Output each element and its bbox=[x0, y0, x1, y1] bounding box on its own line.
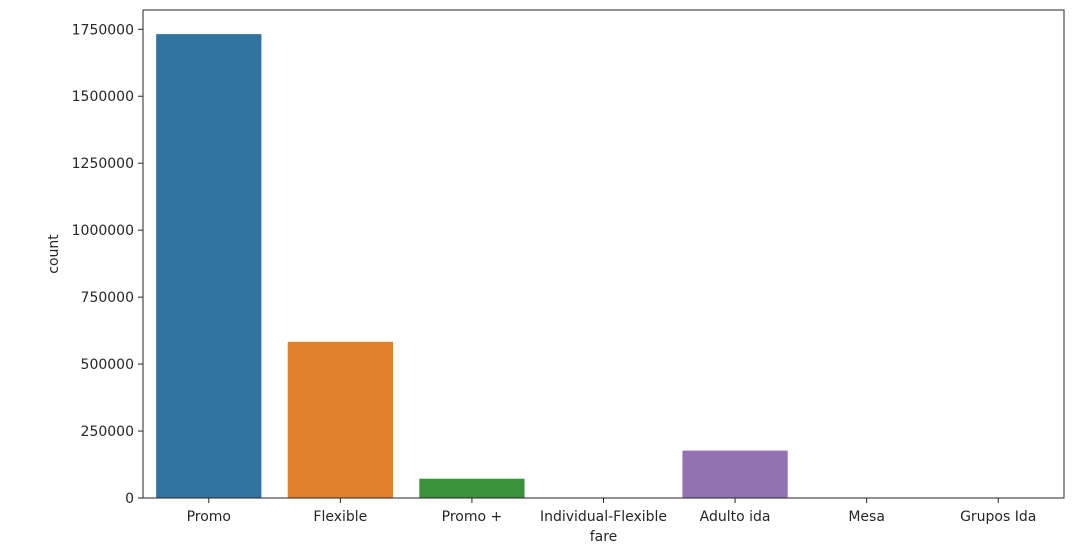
x-axis-title: fare bbox=[590, 529, 618, 545]
y-tick-label: 1750000 bbox=[72, 22, 134, 38]
y-tick-label: 250000 bbox=[81, 424, 134, 440]
x-tick-label-grupos-ida: Grupos Ida bbox=[960, 509, 1036, 525]
y-tick-label: 750000 bbox=[81, 290, 134, 306]
bar-promo bbox=[419, 478, 525, 498]
x-tick-label-flexible: Flexible bbox=[313, 509, 367, 525]
x-tick-label-mesa: Mesa bbox=[848, 509, 885, 525]
plot-frame bbox=[142, 9, 1065, 499]
x-tick-label-adulto-ida: Adulto ida bbox=[700, 509, 771, 525]
x-tick-label-promo: Promo bbox=[187, 509, 231, 525]
bar-adulto-ida bbox=[682, 450, 788, 498]
y-tick-label: 0 bbox=[125, 491, 134, 507]
bars-layer bbox=[156, 34, 788, 499]
x-tick-label-promo: Promo + bbox=[442, 509, 503, 525]
y-tick-label: 1000000 bbox=[72, 223, 134, 239]
y-tick-label: 1500000 bbox=[72, 89, 134, 105]
y-axis-title: count bbox=[46, 234, 62, 274]
x-tick-label-individual-flexible: Individual-Flexible bbox=[540, 509, 667, 525]
y-tick-label: 1250000 bbox=[72, 156, 134, 172]
bar-promo bbox=[156, 34, 262, 499]
x-axis: Promo Flexible Promo + Individual-Flexible A… bbox=[187, 498, 1036, 525]
y-tick-label: 500000 bbox=[81, 357, 134, 373]
bar-flexible bbox=[287, 341, 393, 498]
y-axis: 0 250000 500000 750000 1000000 1250000 1500000… bbox=[72, 22, 143, 507]
